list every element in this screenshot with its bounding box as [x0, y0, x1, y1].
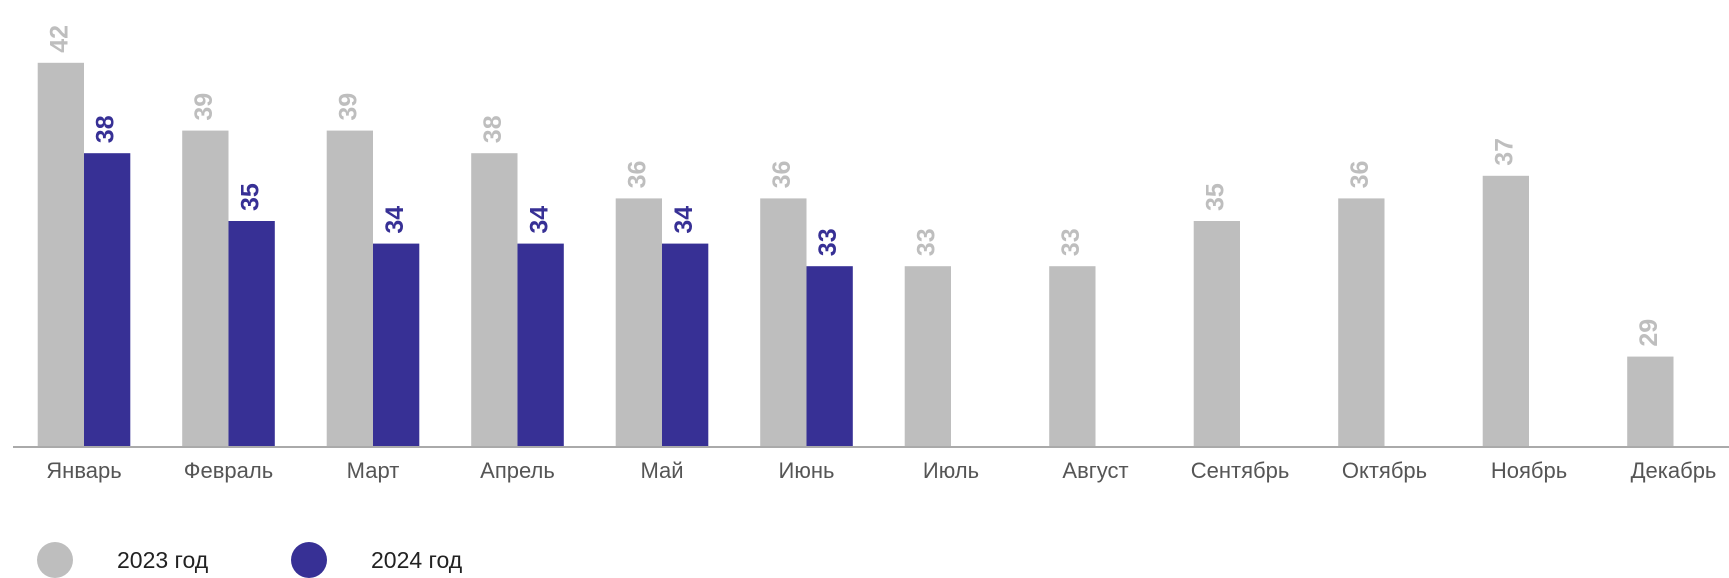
- legend-label: 2023 год: [117, 547, 209, 573]
- value-label: 37: [1490, 138, 1518, 166]
- bar: [806, 266, 853, 447]
- bar: [662, 243, 709, 447]
- x-tick-label: Октябрь: [1342, 458, 1427, 483]
- value-label: 33: [814, 228, 842, 256]
- bar: [1627, 356, 1674, 447]
- bar: [326, 130, 373, 447]
- x-tick-label: Сентябрь: [1191, 458, 1290, 483]
- bar: [1049, 266, 1096, 447]
- value-label: 35: [236, 183, 264, 211]
- value-label: 36: [1346, 161, 1374, 189]
- x-tick-label: Ноябрь: [1491, 458, 1567, 483]
- value-label: 34: [670, 206, 698, 234]
- legend-label: 2024 год: [371, 547, 463, 573]
- value-label: 42: [45, 25, 73, 53]
- legend-swatch: [291, 542, 327, 578]
- bar: [228, 221, 275, 447]
- x-tick-label: Май: [640, 458, 683, 483]
- bar: [471, 153, 518, 447]
- value-label: 36: [768, 161, 796, 189]
- legend-swatch: [37, 542, 73, 578]
- value-label: 34: [525, 206, 553, 234]
- bar: [760, 198, 807, 447]
- value-label: 36: [623, 161, 651, 189]
- value-label: 35: [1201, 183, 1229, 211]
- x-tick-label: Январь: [46, 458, 121, 483]
- x-tick-label: Июнь: [779, 458, 835, 483]
- x-tick-label: Июль: [923, 458, 979, 483]
- x-tick-label: Апрель: [480, 458, 555, 483]
- bar: [1338, 198, 1385, 447]
- bar: [1193, 221, 1240, 447]
- value-label: 39: [334, 93, 362, 121]
- bar: [904, 266, 951, 447]
- value-label: 38: [92, 115, 120, 143]
- bar: [1482, 175, 1529, 448]
- bar: [373, 243, 420, 447]
- bar: [517, 243, 564, 447]
- x-tick-label: Февраль: [184, 458, 273, 483]
- bar: [37, 62, 84, 448]
- value-label: 38: [479, 115, 507, 143]
- x-tick-label: Август: [1062, 458, 1128, 483]
- value-label: 39: [190, 93, 218, 121]
- bar: [84, 153, 131, 447]
- value-label: 34: [381, 206, 409, 234]
- x-tick-label: Декабрь: [1631, 458, 1717, 483]
- value-label: 33: [1057, 228, 1085, 256]
- bar: [182, 130, 229, 447]
- value-label: 33: [912, 228, 940, 256]
- x-tick-label: Март: [347, 458, 400, 483]
- bar: [615, 198, 662, 447]
- value-label: 29: [1635, 319, 1663, 347]
